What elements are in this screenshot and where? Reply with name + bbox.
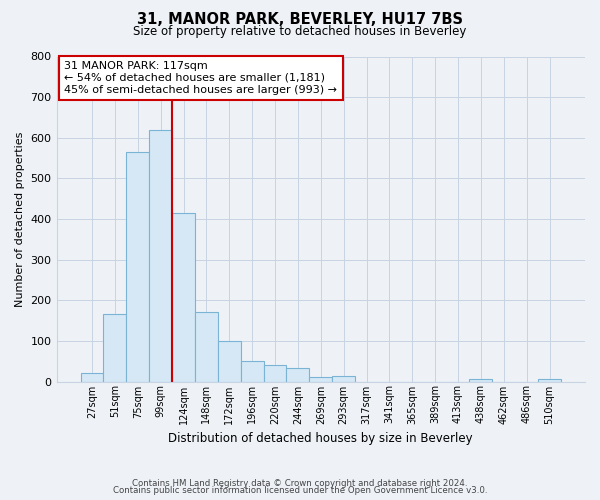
Text: Contains public sector information licensed under the Open Government Licence v3: Contains public sector information licen… [113,486,487,495]
Text: 31 MANOR PARK: 117sqm
← 54% of detached houses are smaller (1,181)
45% of semi-d: 31 MANOR PARK: 117sqm ← 54% of detached … [64,62,337,94]
Bar [286,368,310,382]
Y-axis label: Number of detached properties: Number of detached properties [15,132,25,306]
Bar [195,312,218,382]
Bar [172,213,195,382]
Bar [538,378,561,382]
Bar [263,366,286,382]
Bar [310,376,332,382]
Bar [469,380,493,382]
Bar [103,314,127,382]
Bar [218,341,241,382]
Bar [332,376,355,382]
Bar [80,374,103,382]
Text: Size of property relative to detached houses in Beverley: Size of property relative to detached ho… [133,25,467,38]
Bar [149,130,172,382]
Text: Contains HM Land Registry data © Crown copyright and database right 2024.: Contains HM Land Registry data © Crown c… [132,478,468,488]
Bar [127,152,149,382]
Text: 31, MANOR PARK, BEVERLEY, HU17 7BS: 31, MANOR PARK, BEVERLEY, HU17 7BS [137,12,463,28]
X-axis label: Distribution of detached houses by size in Beverley: Distribution of detached houses by size … [169,432,473,445]
Bar [241,361,263,382]
